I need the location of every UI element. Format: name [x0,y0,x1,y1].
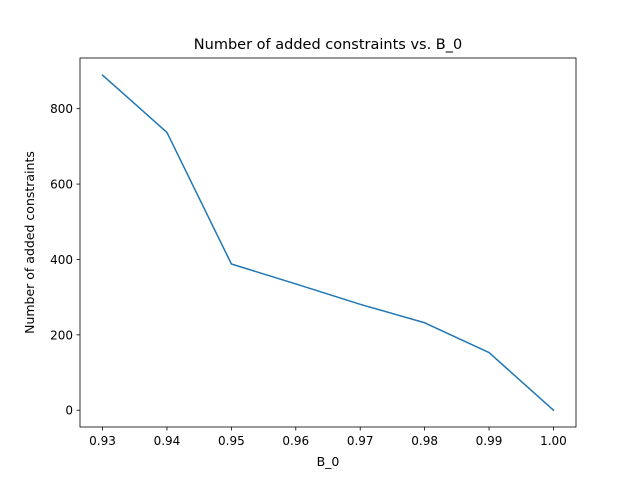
y-axis-label: Number of added constraints [22,151,37,334]
x-tick-label: 0.94 [154,434,181,448]
plot-area [80,58,576,427]
x-tick-label: 0.99 [476,434,503,448]
y-tick-label: 0 [65,404,73,418]
y-tick-label: 800 [50,102,73,116]
x-tick-label: 0.96 [282,434,309,448]
x-tick-label: 1.00 [540,434,567,448]
x-tick-label: 0.93 [89,434,116,448]
x-tick-label: 0.95 [218,434,245,448]
y-axis-ticks: 0 200 400 600 800 [50,102,80,418]
x-tick-label: 0.98 [411,434,438,448]
y-tick-label: 600 [50,178,73,192]
series-line [101,74,555,412]
y-tick-label: 200 [50,328,73,342]
chart-title: Number of added constraints vs. B_0 [194,37,462,53]
x-tick-label: 0.97 [347,434,374,448]
x-axis-ticks: 0.93 0.94 0.95 0.96 0.97 0.98 0.99 1.00 [89,427,567,448]
y-tick-label: 400 [50,253,73,267]
x-axis-label: B_0 [317,454,340,469]
plot-frame [79,57,577,428]
